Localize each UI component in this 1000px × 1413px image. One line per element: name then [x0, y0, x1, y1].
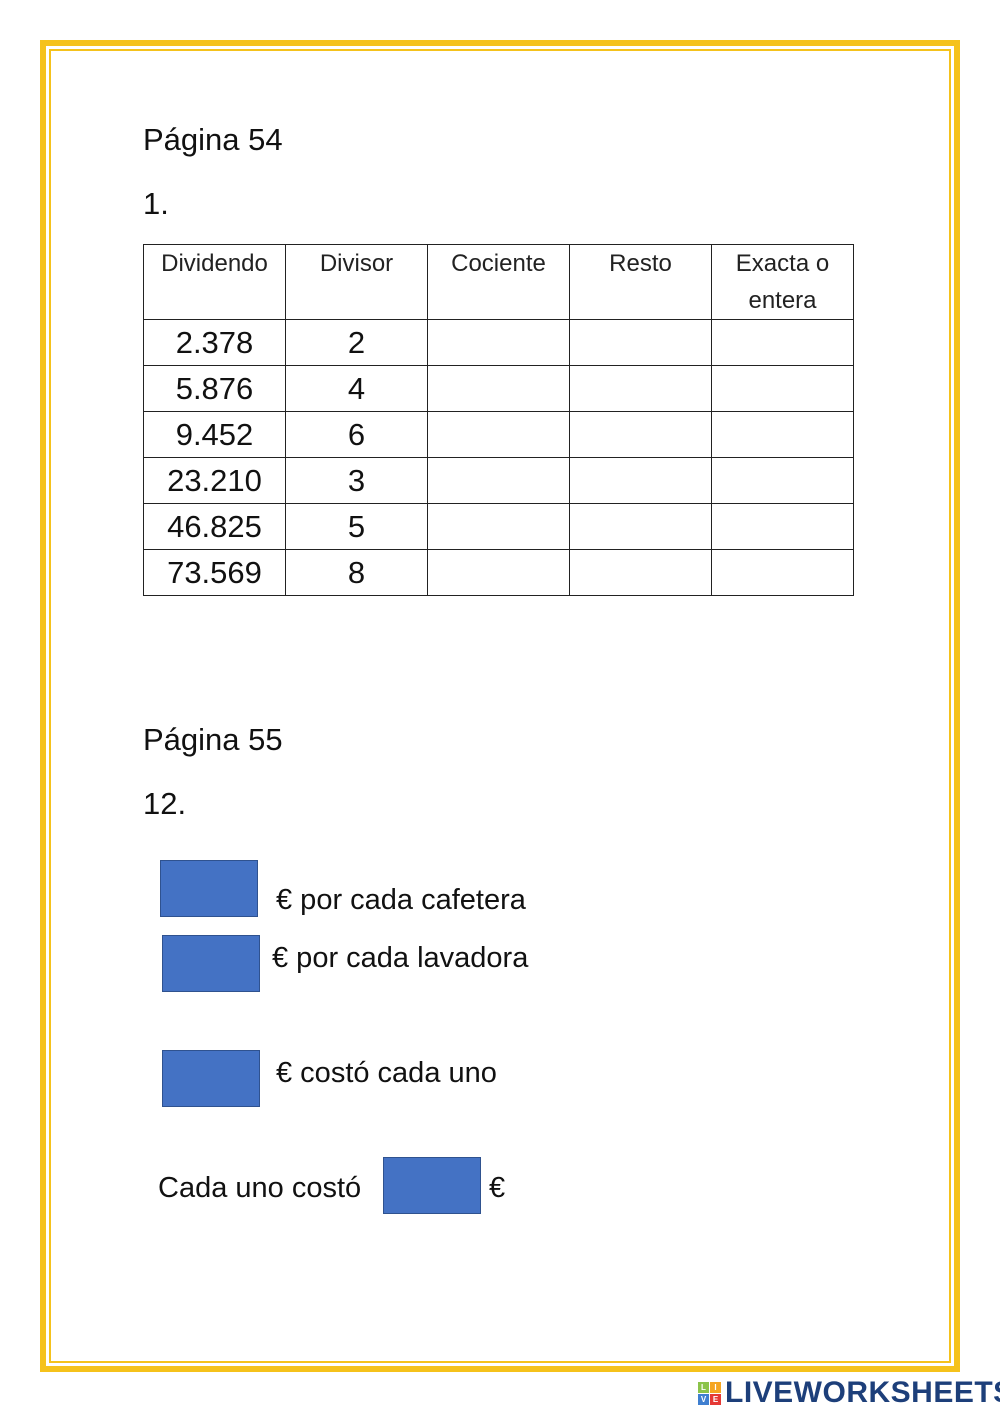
answer-cell[interactable] — [711, 365, 854, 412]
table-cell: 23.210 — [143, 457, 286, 504]
answer-cell[interactable] — [569, 549, 712, 596]
answer-cell[interactable] — [569, 411, 712, 458]
logo-icon: L I V E — [698, 1381, 721, 1405]
table-cell: 6 — [285, 411, 428, 458]
answer-input-lavadora[interactable] — [162, 935, 260, 992]
table-cell: 5.876 — [143, 365, 286, 412]
final-answer-suffix: € — [489, 1172, 506, 1204]
answer-label: € costó cada uno — [276, 1057, 497, 1089]
answer-cell[interactable] — [569, 457, 712, 504]
answer-cell[interactable] — [711, 411, 854, 458]
table-cell: 2.378 — [143, 319, 286, 366]
logo-text: LIVEWORKSHEETS — [725, 1376, 1000, 1409]
table-row: 2.378 2 — [143, 319, 854, 366]
answer-input-final[interactable] — [383, 1157, 481, 1214]
col-header: Cociente — [427, 244, 570, 320]
page-border-outer — [40, 40, 960, 1372]
answer-input-cafetera[interactable] — [160, 860, 258, 917]
answer-label: € por cada lavadora — [272, 942, 529, 974]
table-cell: 4 — [285, 365, 428, 412]
answer-cell[interactable] — [427, 549, 570, 596]
table-cell: 46.825 — [143, 503, 286, 550]
col-header: Resto — [569, 244, 712, 320]
answer-cell[interactable] — [427, 411, 570, 458]
table-row: 23.210 3 — [143, 457, 854, 504]
answer-cell[interactable] — [569, 365, 712, 412]
table-row: 5.876 4 — [143, 365, 854, 412]
table-header-row: Dividendo Divisor Cociente Resto Exacta … — [143, 244, 854, 320]
answer-cell[interactable] — [427, 503, 570, 550]
table-row: 73.569 8 — [143, 549, 854, 596]
answer-cell[interactable] — [711, 503, 854, 550]
section-heading: Página 55 — [143, 722, 283, 757]
exercise-number: 12. — [143, 786, 187, 821]
col-header: Dividendo — [143, 244, 286, 320]
section-heading: Página 54 — [143, 122, 283, 157]
table-row: 46.825 5 — [143, 503, 854, 550]
col-header: Exacta o entera — [711, 244, 854, 320]
table-row: 9.452 6 — [143, 411, 854, 458]
answer-cell[interactable] — [427, 457, 570, 504]
table-cell: 5 — [285, 503, 428, 550]
answer-cell[interactable] — [711, 457, 854, 504]
answer-cell[interactable] — [427, 319, 570, 366]
exercise-number: 1. — [143, 186, 169, 221]
answer-cell[interactable] — [427, 365, 570, 412]
page-border-inner — [49, 49, 951, 1363]
final-answer-prefix: Cada uno costó — [158, 1172, 362, 1204]
table-cell: 3 — [285, 457, 428, 504]
division-table: Dividendo Divisor Cociente Resto Exacta … — [143, 244, 854, 596]
answer-cell[interactable] — [711, 319, 854, 366]
table-cell: 8 — [285, 549, 428, 596]
liveworksheets-logo: L I V E LIVEWORKSHEETS — [698, 1376, 1000, 1410]
table-cell: 73.569 — [143, 549, 286, 596]
table-cell: 2 — [285, 319, 428, 366]
answer-cell[interactable] — [569, 319, 712, 366]
answer-label: € por cada cafetera — [276, 884, 526, 916]
col-header: Divisor — [285, 244, 428, 320]
answer-cell[interactable] — [569, 503, 712, 550]
answer-cell[interactable] — [711, 549, 854, 596]
answer-input-cada-uno[interactable] — [162, 1050, 260, 1107]
table-cell: 9.452 — [143, 411, 286, 458]
